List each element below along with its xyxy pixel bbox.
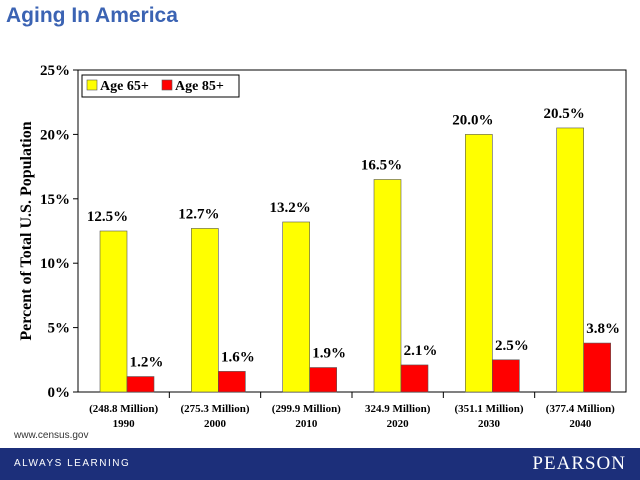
x-tick-label: (299.9 Million) xyxy=(272,403,341,415)
bar-age85 xyxy=(400,364,429,393)
x-tick-year: 2000 xyxy=(204,418,227,430)
y-tick-label: 15% xyxy=(40,192,70,208)
x-tick-label: (248.8 Million) xyxy=(89,403,158,415)
y-tick-label: 0% xyxy=(48,385,71,401)
data-label: 16.5% xyxy=(361,157,402,173)
data-label: 2.5% xyxy=(495,338,529,354)
y-tick-label: 10% xyxy=(40,256,70,272)
y-tick-label: 25% xyxy=(40,63,70,79)
bar-age65 xyxy=(191,228,219,393)
legend-label: Age 85+ xyxy=(175,79,224,94)
bar-age65 xyxy=(282,221,310,393)
data-label: 13.2% xyxy=(270,200,311,216)
legend-swatch xyxy=(86,79,98,91)
x-tick-year: 1990 xyxy=(113,418,136,430)
bar-age85 xyxy=(218,371,246,393)
data-label: 1.9% xyxy=(312,346,346,362)
x-tick-year: 2030 xyxy=(478,418,501,430)
x-tick-label: (351.1 Million) xyxy=(454,403,523,415)
x-tick-label: 324.9 Million) xyxy=(365,403,431,415)
bar-age65 xyxy=(373,179,402,393)
bar-age85 xyxy=(583,342,611,393)
footer-tagline: ALWAYS LEARNING xyxy=(14,458,131,469)
source-credit: www.census.gov xyxy=(14,430,89,441)
data-label: 1.2% xyxy=(130,355,164,371)
bar-age65 xyxy=(99,230,128,393)
x-tick-label: (275.3 Million) xyxy=(180,403,249,415)
page-title: Aging In America xyxy=(6,4,178,27)
data-label: 3.8% xyxy=(586,321,620,337)
bar-age65 xyxy=(556,127,584,393)
bar-age85 xyxy=(309,367,337,393)
data-label: 20.5% xyxy=(544,106,585,122)
legend-box xyxy=(81,74,240,98)
data-label: 20.0% xyxy=(452,112,493,128)
data-label: 1.6% xyxy=(221,349,255,365)
legend-label: Age 65+ xyxy=(100,79,149,94)
bar-age65 xyxy=(465,134,493,393)
publisher-logo: PEARSON xyxy=(532,453,626,474)
y-axis-label: Percent of Total U.S. Population xyxy=(18,121,35,340)
data-label: 12.7% xyxy=(178,206,219,222)
data-label: 12.5% xyxy=(87,209,128,225)
x-tick-year: 2040 xyxy=(569,418,592,430)
legend-swatch xyxy=(161,79,173,91)
footer-bar: ALWAYS LEARNING PEARSON xyxy=(0,448,640,480)
y-tick-label: 5% xyxy=(48,321,71,337)
y-tick-label: 20% xyxy=(40,127,70,143)
data-label: 2.1% xyxy=(404,343,438,359)
bar-chart: 0% 5% 10% 15% 20% 25% Percent of Total U.S. Po… xyxy=(18,63,627,430)
bar-age85 xyxy=(492,359,520,393)
bar-age85 xyxy=(126,376,155,393)
x-tick-year: 2010 xyxy=(295,418,318,430)
x-tick-label: (377.4 Million) xyxy=(546,403,615,415)
x-tick-year: 2020 xyxy=(387,418,410,430)
